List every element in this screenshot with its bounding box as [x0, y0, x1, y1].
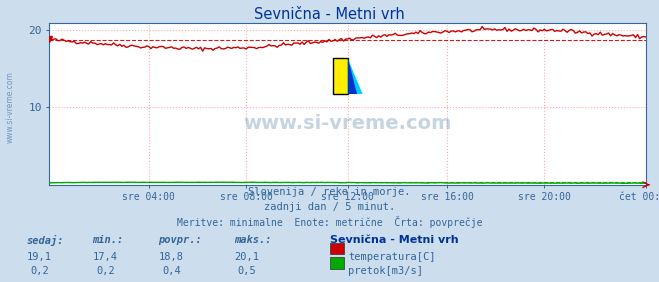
Polygon shape — [348, 58, 362, 94]
Text: maks.:: maks.: — [234, 235, 272, 245]
Polygon shape — [348, 58, 357, 94]
Text: Slovenija / reke in morje.: Slovenija / reke in morje. — [248, 187, 411, 197]
Text: 20,1: 20,1 — [235, 252, 260, 261]
Text: 17,4: 17,4 — [93, 252, 118, 261]
FancyBboxPatch shape — [333, 58, 348, 94]
Text: Meritve: minimalne  Enote: metrične  Črta: povprečje: Meritve: minimalne Enote: metrične Črta:… — [177, 216, 482, 228]
Text: 0,2: 0,2 — [96, 266, 115, 276]
Text: 0,4: 0,4 — [162, 266, 181, 276]
Text: 0,2: 0,2 — [30, 266, 49, 276]
Text: sedaj:: sedaj: — [26, 235, 64, 246]
Text: 19,1: 19,1 — [27, 252, 52, 261]
Text: Sevnična - Metni vrh: Sevnična - Metni vrh — [254, 7, 405, 22]
Text: povpr.:: povpr.: — [158, 235, 202, 245]
Text: 18,8: 18,8 — [159, 252, 184, 261]
Text: www.si-vreme.com: www.si-vreme.com — [243, 114, 452, 133]
Text: zadnji dan / 5 minut.: zadnji dan / 5 minut. — [264, 202, 395, 212]
Text: pretok[m3/s]: pretok[m3/s] — [348, 266, 423, 276]
Text: min.:: min.: — [92, 235, 123, 245]
Text: Sevnična - Metni vrh: Sevnična - Metni vrh — [330, 235, 458, 245]
Text: www.si-vreme.com: www.si-vreme.com — [5, 71, 14, 143]
Text: temperatura[C]: temperatura[C] — [348, 252, 436, 261]
Text: 0,5: 0,5 — [238, 266, 256, 276]
